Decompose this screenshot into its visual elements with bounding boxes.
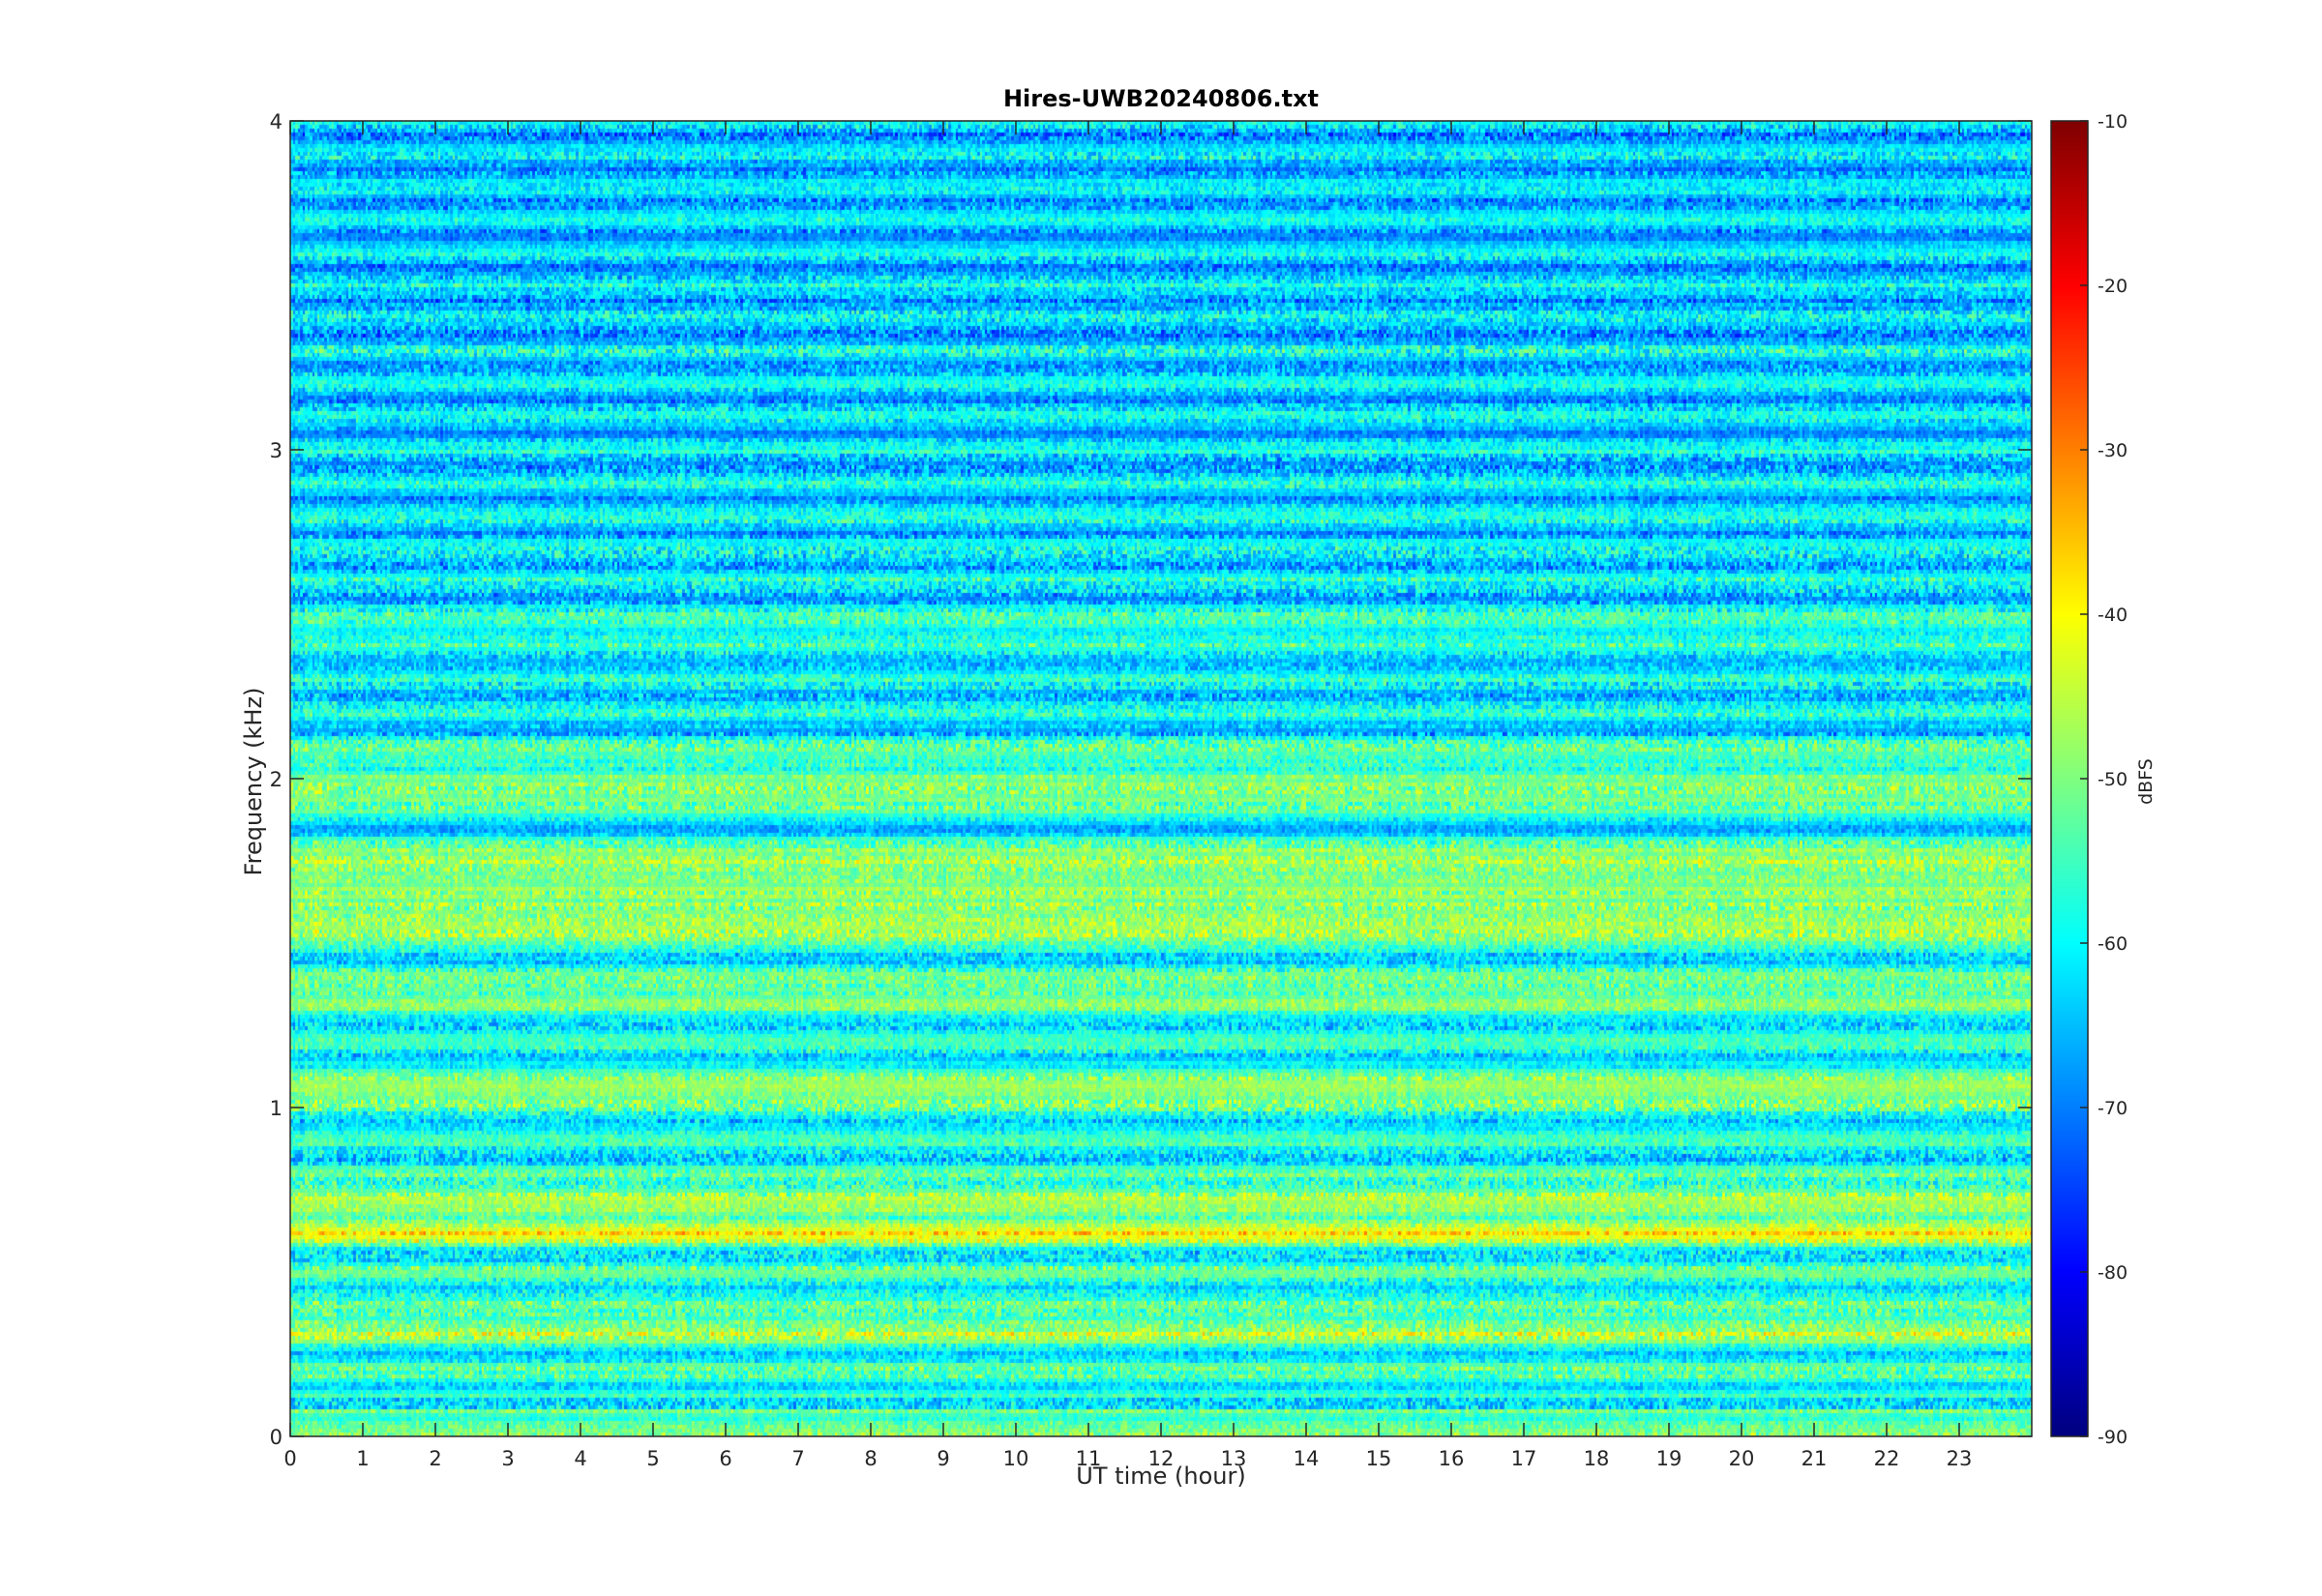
y-tick-label: 1 <box>270 1097 283 1120</box>
x-tick-label: 15 <box>1366 1447 1392 1470</box>
x-tick-label: 21 <box>1801 1447 1828 1470</box>
x-tick-label: 11 <box>1076 1447 1102 1470</box>
colorbar-tick-label: -70 <box>2098 1098 2128 1119</box>
x-tick-label: 16 <box>1439 1447 1465 1470</box>
chart-title: Hires-UWB20240806.txt <box>1002 85 1320 112</box>
y-tick-label: 0 <box>270 1426 283 1449</box>
y-tick-label: 4 <box>270 110 283 133</box>
x-tick-label: 5 <box>646 1447 659 1470</box>
colorbar-ticks: -90 -80 -70 -60 -50 -40 -30 -20 -10 <box>2080 111 2128 1448</box>
x-tick-label: 18 <box>1584 1447 1610 1470</box>
colorbar-tick-label: -60 <box>2098 933 2128 955</box>
colorbar-tick-label: -20 <box>2098 276 2128 297</box>
y-tick-label: 2 <box>270 768 283 791</box>
x-tick-label: 7 <box>791 1447 804 1470</box>
x-tick-label: 8 <box>864 1447 877 1470</box>
x-tick-label: 20 <box>1729 1447 1755 1470</box>
x-tick-label: 19 <box>1656 1447 1682 1470</box>
x-tick-label: 2 <box>429 1447 441 1470</box>
y-tick-label: 3 <box>270 439 283 462</box>
x-axis-label: UT time (hour) <box>1076 1463 1246 1490</box>
colorbar-tick-label: -10 <box>2098 111 2128 133</box>
plot-frame <box>289 120 2033 1437</box>
x-tick-label: 0 <box>283 1447 296 1470</box>
y-ticks: 0 1 2 3 4 <box>270 110 2032 1449</box>
x-tick-label: 22 <box>1874 1447 1900 1470</box>
x-tick-label: 14 <box>1294 1447 1320 1470</box>
x-ticks: 0 1 2 3 4 5 6 7 8 9 10 11 12 13 14 15 16 17 18 19 20 21 22 23 <box>283 121 1972 1470</box>
colorbar-tick-label: -90 <box>2098 1427 2128 1448</box>
colorbar-tick-label: -80 <box>2098 1262 2128 1284</box>
colorbar-tick-label: -30 <box>2098 440 2128 461</box>
x-tick-label: 10 <box>1003 1447 1029 1470</box>
x-tick-label: 4 <box>574 1447 586 1470</box>
x-tick-label: 17 <box>1511 1447 1537 1470</box>
spectrogram-plot <box>290 121 2032 1436</box>
x-tick-label: 6 <box>719 1447 731 1470</box>
x-tick-label: 9 <box>937 1447 949 1470</box>
x-tick-label: 23 <box>1947 1447 1973 1470</box>
x-tick-label: 3 <box>501 1447 514 1470</box>
x-tick-label: 12 <box>1148 1447 1175 1470</box>
x-tick-label: 13 <box>1221 1447 1247 1470</box>
x-tick-label: 1 <box>356 1447 369 1470</box>
colorbar-tick-label: -40 <box>2098 605 2128 626</box>
colorbar-tick-label: -50 <box>2098 769 2128 790</box>
